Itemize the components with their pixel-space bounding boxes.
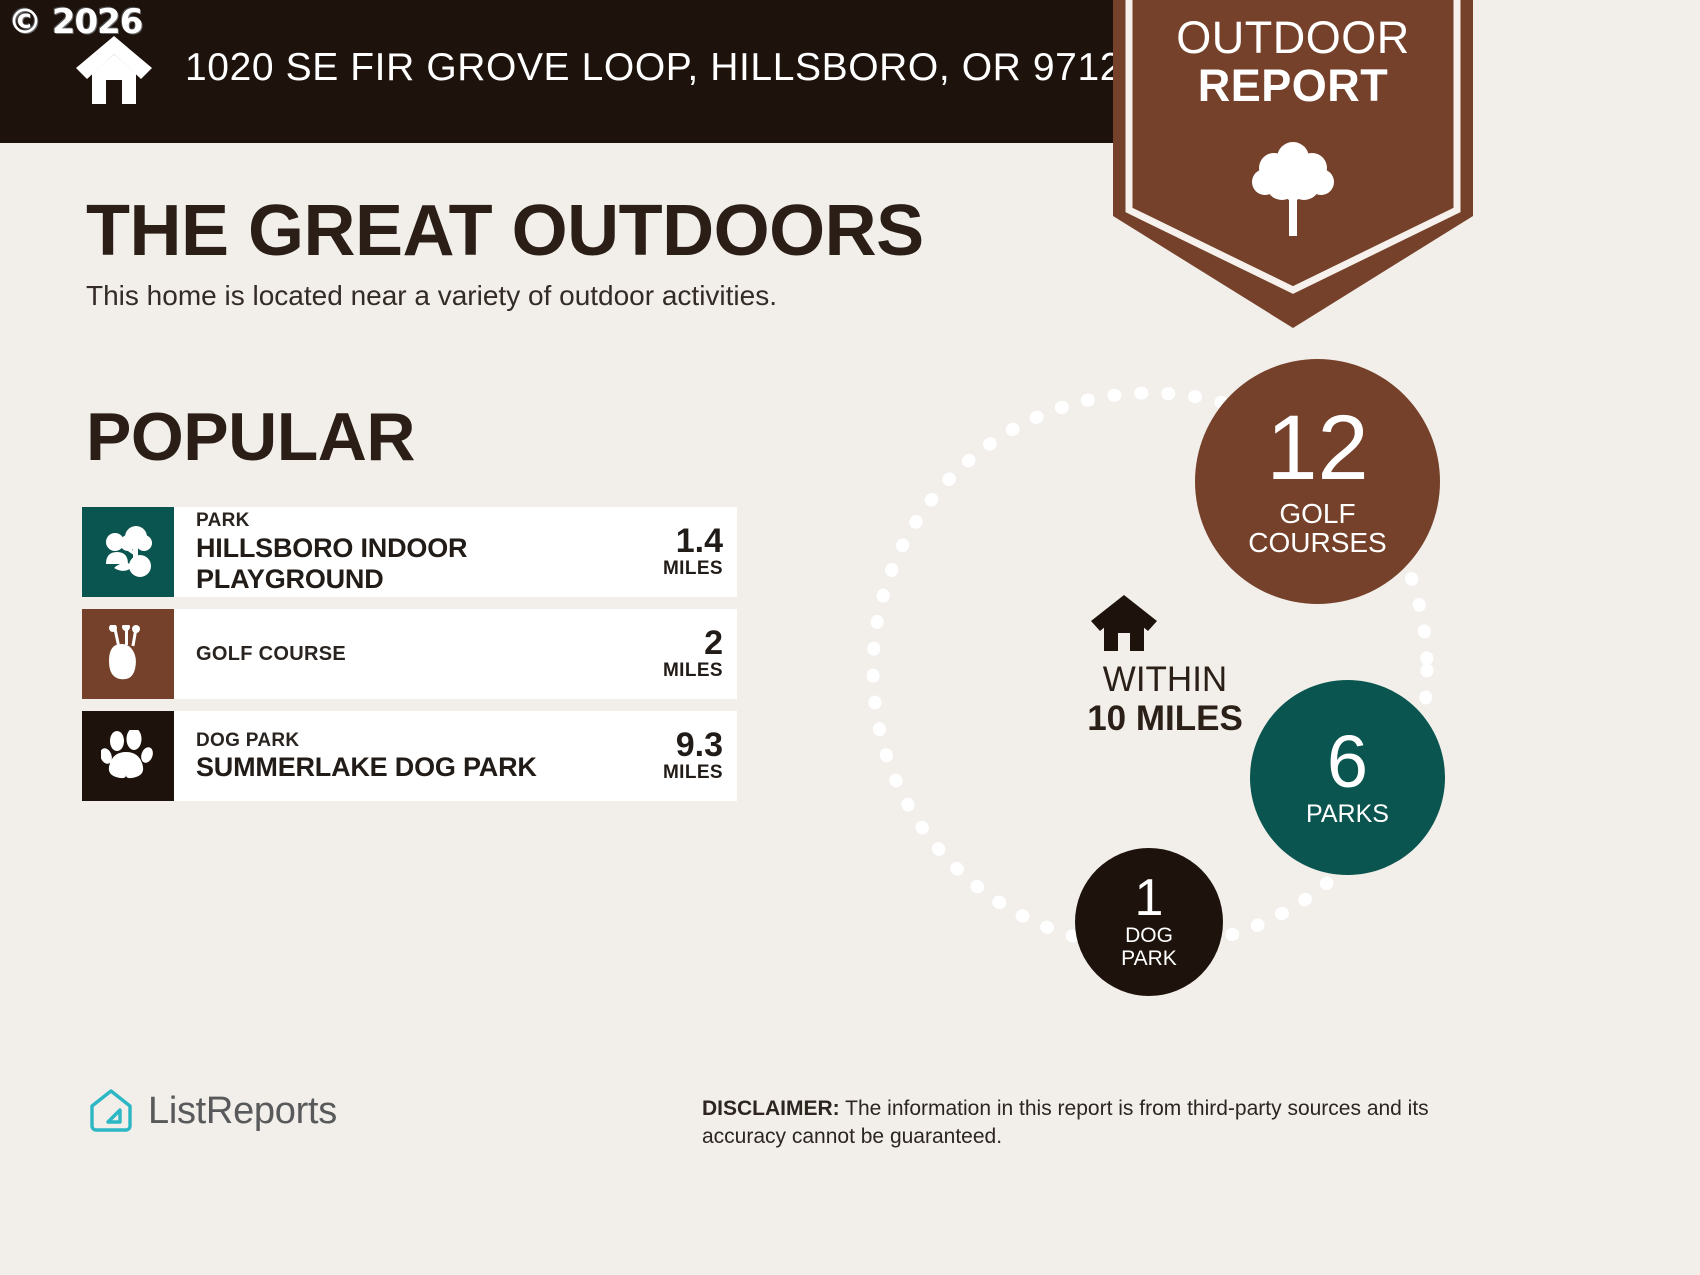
golf-bag-icon-glyph: [109, 625, 140, 680]
page-title: THE GREAT OUTDOORS: [86, 191, 924, 271]
popular-list: PARK HILLSBORO INDOOR PLAYGROUND 1.4 MIL…: [82, 507, 737, 813]
bubble-label-line1: DOG: [1125, 924, 1173, 948]
bubble-label: GOLF COURSES: [1248, 497, 1387, 559]
list-item-text: PARK HILLSBORO INDOOR PLAYGROUND: [196, 509, 643, 595]
house-icon: [76, 36, 152, 104]
header-bar: © 2026 1020 SE FIR GROVE LOOP, HILLSBORO…: [0, 0, 1220, 143]
list-item-body: PARK HILLSBORO INDOOR PLAYGROUND 1.4 MIL…: [174, 507, 737, 597]
list-item[interactable]: GOLF COURSE 2 MILES: [82, 609, 737, 699]
popular-heading: POPULAR: [86, 399, 415, 475]
bubble-label: PARKS: [1306, 801, 1389, 828]
park-trees-icon: [82, 507, 174, 597]
park-trees-icon-glyph: [106, 526, 152, 577]
badge-frame: [1125, 0, 1461, 294]
list-item-distance-unit: MILES: [662, 660, 723, 681]
badge-line2: REPORT: [1197, 59, 1389, 111]
center-label-line2: 10 MILES: [1087, 699, 1243, 739]
center-radius-label: WITHIN 10 MILES: [950, 660, 1380, 738]
list-item[interactable]: PARK HILLSBORO INDOOR PLAYGROUND 1.4 MIL…: [82, 507, 737, 597]
outdoor-report-badge: OUTDOOR REPORT: [1113, 0, 1473, 328]
page-subtitle: This home is located near a variety of o…: [86, 280, 778, 311]
list-item-category: GOLF COURSE: [196, 642, 346, 665]
list-item-distance: 2 MILES: [643, 626, 723, 682]
listreports-house-icon: [90, 1089, 132, 1132]
badge-line1: OUTDOOR: [1176, 12, 1410, 63]
copyright-watermark: © 2026: [8, 2, 143, 42]
badge-title: OUTDOOR REPORT: [1113, 14, 1473, 109]
list-item-body: DOG PARK SUMMERLAKE DOG PARK 9.3 MILES: [174, 711, 737, 801]
list-item-body: GOLF COURSE 2 MILES: [174, 609, 737, 699]
list-item-distance-value: 1.4: [675, 522, 723, 560]
disclaimer-text: The information in this report is from t…: [702, 1097, 1429, 1149]
bubble-parks[interactable]: 6 PARKS: [1250, 680, 1445, 875]
bubble-dog-parks[interactable]: 1 DOG PARK: [1075, 848, 1223, 996]
list-item-category: DOG PARK: [196, 729, 300, 751]
disclaimer-label: DISCLAIMER:: [702, 1097, 840, 1120]
list-item-distance: 1.4 MILES: [643, 524, 723, 580]
paw-print-icon: [82, 711, 174, 801]
bubble-golf-courses[interactable]: 12 GOLF COURSES: [1195, 359, 1440, 604]
list-item-distance: 9.3 MILES: [643, 728, 723, 784]
bubble-label-line2: COURSES: [1248, 527, 1387, 559]
listreports-logo[interactable]: ListReports: [88, 1088, 337, 1134]
listreports-wordmark: ListReports: [148, 1089, 337, 1132]
list-item-category: PARK: [196, 510, 250, 532]
property-address: 1020 SE FIR GROVE LOOP, HILLSBORO, OR 97…: [185, 46, 1145, 89]
list-item-text: DOG PARK SUMMERLAKE DOG PARK: [196, 729, 537, 784]
proximity-diagram: WITHIN 10 MILES 12 GOLF COURSES 6 PARKS …: [820, 350, 1480, 1020]
bubble-count: 6: [1326, 720, 1369, 804]
tree-icon: [1252, 142, 1334, 236]
bubble-label: DOG PARK: [1121, 925, 1177, 970]
bubble-label-line1: GOLF: [1279, 497, 1356, 529]
list-item-distance-value: 2: [704, 624, 723, 662]
bubble-label-line2: PARK: [1121, 946, 1177, 970]
disclaimer: DISCLAIMER: The information in this repo…: [702, 1095, 1502, 1152]
bubble-count: 12: [1266, 397, 1369, 500]
golf-bag-icon: [82, 609, 174, 699]
house-icon: [1091, 595, 1157, 651]
paw-print-icon-glyph: [101, 730, 153, 779]
bubble-label-line1: PARKS: [1306, 800, 1389, 829]
list-item[interactable]: DOG PARK SUMMERLAKE DOG PARK 9.3 MILES: [82, 711, 737, 801]
list-item-name: SUMMERLAKE DOG PARK: [196, 752, 537, 783]
list-item-text: GOLF COURSE: [196, 642, 346, 667]
list-item-name: HILLSBORO INDOOR PLAYGROUND: [196, 532, 468, 594]
bubble-count: 1: [1134, 869, 1164, 928]
center-label-line1: WITHIN: [1102, 660, 1228, 699]
list-item-distance-value: 9.3: [675, 726, 723, 764]
list-item-distance-unit: MILES: [662, 762, 723, 783]
list-item-distance-unit: MILES: [662, 558, 723, 579]
